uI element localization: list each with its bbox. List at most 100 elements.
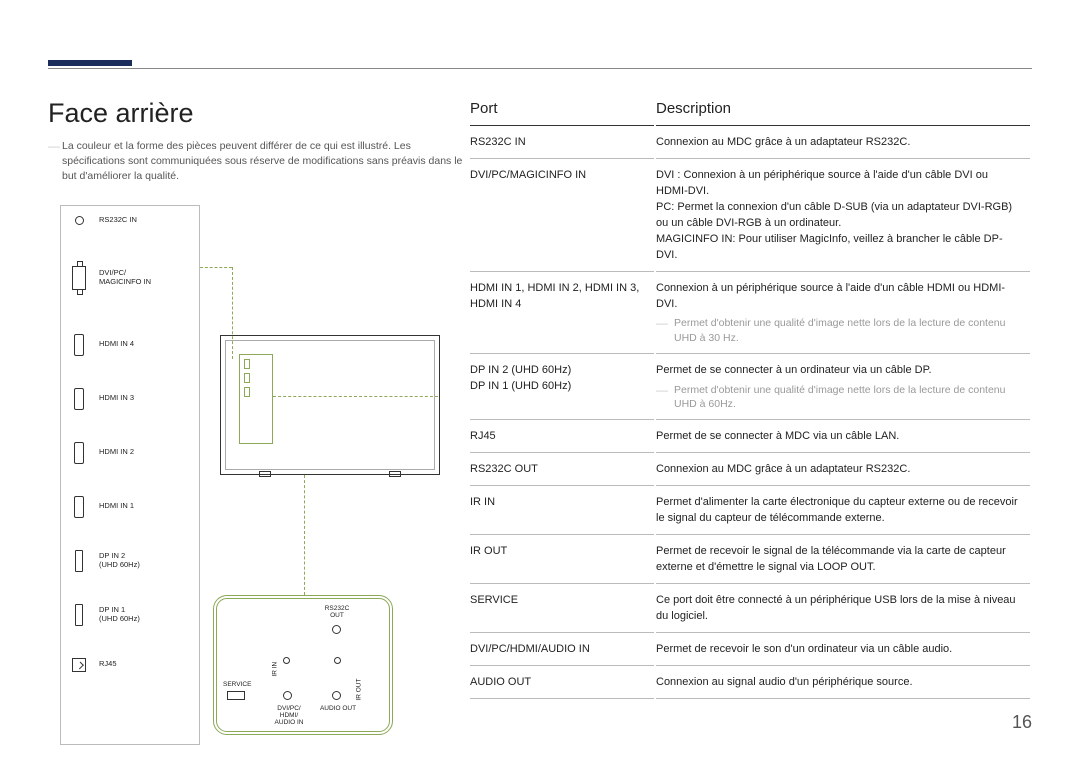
port-strip-row: RJ45	[71, 658, 195, 672]
desc-footnote: ―Permet d'obtenir une qualité d'image ne…	[656, 383, 1022, 412]
port-strip-row: DP IN 2 (UHD 60Hz)	[71, 550, 195, 572]
hdmi-icon	[71, 334, 87, 356]
port-strip-label: DVI/PC/ MAGICINFO IN	[99, 269, 151, 286]
port-strip-row: HDMI IN 2	[71, 442, 195, 464]
port-name-cell: IR OUT	[470, 537, 654, 584]
port-strip-row: HDMI IN 3	[71, 388, 195, 410]
port-name-cell: DVI/PC/HDMI/AUDIO IN	[470, 635, 654, 666]
dvi-icon	[71, 266, 87, 290]
content-row: Face arrière ― La couleur et la forme de…	[48, 98, 1032, 765]
port-name-cell: SERVICE	[470, 586, 654, 633]
port-name-cell: RS232C OUT	[470, 455, 654, 486]
port-desc-cell: Connexion au MDC grâce à un adaptateur R…	[656, 455, 1030, 486]
desc-footnote: ―Permet d'obtenir une qualité d'image ne…	[656, 316, 1022, 345]
tv-port-zone	[239, 354, 273, 444]
table-row: DP IN 2 (UHD 60Hz) DP IN 1 (UHD 60Hz)Per…	[470, 356, 1030, 420]
dp-icon	[71, 550, 87, 572]
table-row: HDMI IN 1, HDMI IN 2, HDMI IN 3, HDMI IN…	[470, 274, 1030, 354]
jack-icon	[283, 657, 290, 664]
table-row: IR OUTPermet de recevoir le signal de la…	[470, 537, 1030, 584]
circle-icon	[71, 216, 87, 225]
note-dash-icon: ―	[48, 138, 62, 185]
jack-icon	[283, 691, 292, 700]
ports-table: Port Description RS232C INConnexion au M…	[468, 98, 1032, 701]
note-text: Permet d'obtenir une qualité d'image net…	[674, 383, 1022, 412]
port-desc-cell: Connexion au signal audio d'un périphéri…	[656, 668, 1030, 699]
hdmi-icon	[71, 388, 87, 410]
tv-stand-icon	[259, 471, 271, 477]
port-desc-cell: Ce port doit être connecté à un périphér…	[656, 586, 1030, 633]
table-row: DVI/PC/MAGICINFO INDVI : Connexion à un …	[470, 161, 1030, 272]
detail-label-ir-out: IR OUT	[355, 678, 362, 700]
port-strip-label: HDMI IN 4	[99, 340, 134, 349]
port-desc-cell: Permet de se connecter à MDC via un câbl…	[656, 422, 1030, 453]
spec-note: ― La couleur et la forme des pièces peuv…	[48, 139, 468, 185]
connector-dash	[304, 475, 305, 595]
right-column: Port Description RS232C INConnexion au M…	[468, 98, 1032, 765]
port-detail-diagram: RS232C OUT IR IN IR OUT SERVICE DVI/PC/ …	[213, 595, 393, 735]
detail-label-dvi-audio-in: DVI/PC/ HDMI/ AUDIO IN	[271, 705, 307, 726]
left-column: Face arrière ― La couleur et la forme de…	[48, 98, 468, 765]
port-desc-cell: Permet de recevoir le signal de la téléc…	[656, 537, 1030, 584]
page: Face arrière ― La couleur et la forme de…	[0, 0, 1080, 763]
table-row: RS232C OUTConnexion au MDC grâce à un ad…	[470, 455, 1030, 486]
port-name-cell: AUDIO OUT	[470, 668, 654, 699]
page-number: 16	[1012, 712, 1032, 733]
port-name-cell: IR IN	[470, 488, 654, 535]
port-name-cell: DVI/PC/MAGICINFO IN	[470, 161, 654, 272]
port-desc-cell: Permet de se connecter à un ordinateur v…	[656, 356, 1030, 420]
port-strip-row: DVI/PC/ MAGICINFO IN	[71, 266, 195, 290]
detail-label-audio-out: AUDIO OUT	[313, 705, 363, 712]
port-desc-cell: Permet d'alimenter la carte électronique…	[656, 488, 1030, 535]
header-accent-bar	[48, 60, 132, 66]
jack-icon	[334, 657, 341, 664]
port-strip-label: HDMI IN 1	[99, 502, 134, 511]
table-header-port: Port	[470, 100, 654, 126]
port-strip-diagram: RS232C IN DVI/PC/ MAGICINFO IN HDMI IN 4 HD…	[60, 205, 200, 745]
note-dash-icon: ―	[656, 382, 674, 412]
tv-stand-icon	[389, 471, 401, 477]
table-row: DVI/PC/HDMI/AUDIO INPermet de recevoir l…	[470, 635, 1030, 666]
note-text: Permet d'obtenir une qualité d'image net…	[674, 316, 1022, 345]
port-desc-cell: Connexion à un périphérique source à l'a…	[656, 274, 1030, 354]
port-name-cell: DP IN 2 (UHD 60Hz) DP IN 1 (UHD 60Hz)	[470, 356, 654, 420]
note-dash-icon: ―	[656, 315, 674, 345]
port-strip-row: RS232C IN	[71, 216, 195, 225]
jack-icon	[332, 625, 341, 634]
port-strip-label: RJ45	[99, 660, 117, 669]
port-name-cell: HDMI IN 1, HDMI IN 2, HDMI IN 3, HDMI IN…	[470, 274, 654, 354]
port-strip-row: HDMI IN 4	[71, 334, 195, 356]
port-strip-label: DP IN 1 (UHD 60Hz)	[99, 606, 140, 623]
table-row: AUDIO OUTConnexion au signal audio d'un …	[470, 668, 1030, 699]
page-title: Face arrière	[48, 98, 468, 129]
table-row: IR INPermet d'alimenter la carte électro…	[470, 488, 1030, 535]
diagram-area: RS232C IN DVI/PC/ MAGICINFO IN HDMI IN 4 HD…	[48, 205, 448, 765]
port-name-cell: RJ45	[470, 422, 654, 453]
usb-icon	[227, 691, 245, 700]
hdmi-icon	[71, 496, 87, 518]
detail-label-service: SERVICE	[223, 681, 251, 688]
connector-dash	[273, 396, 438, 397]
rj45-icon	[71, 658, 87, 672]
dp-icon	[71, 604, 87, 626]
port-strip-label: HDMI IN 2	[99, 448, 134, 457]
port-desc-cell: Permet de recevoir le son d'un ordinateu…	[656, 635, 1030, 666]
tv-rear-diagram	[220, 335, 440, 475]
port-name-cell: RS232C IN	[470, 128, 654, 159]
detail-label-rs232c-out: RS232C OUT	[317, 605, 357, 619]
hdmi-icon	[71, 442, 87, 464]
port-strip-label: RS232C IN	[99, 216, 137, 225]
port-strip-label: HDMI IN 3	[99, 394, 134, 403]
port-desc-cell: DVI : Connexion à un périphérique source…	[656, 161, 1030, 272]
jack-icon	[332, 691, 341, 700]
table-row: RJ45Permet de se connecter à MDC via un …	[470, 422, 1030, 453]
port-strip-label: DP IN 2 (UHD 60Hz)	[99, 552, 140, 569]
header-rule	[48, 68, 1032, 69]
port-strip-row: DP IN 1 (UHD 60Hz)	[71, 604, 195, 626]
table-row: SERVICECe port doit être connecté à un p…	[470, 586, 1030, 633]
note-text: La couleur et la forme des pièces peuven…	[62, 139, 468, 185]
port-desc-cell: Connexion au MDC grâce à un adaptateur R…	[656, 128, 1030, 159]
table-row: RS232C INConnexion au MDC grâce à un ada…	[470, 128, 1030, 159]
connector-dash	[200, 267, 232, 268]
detail-label-ir-in: IR IN	[271, 661, 278, 676]
